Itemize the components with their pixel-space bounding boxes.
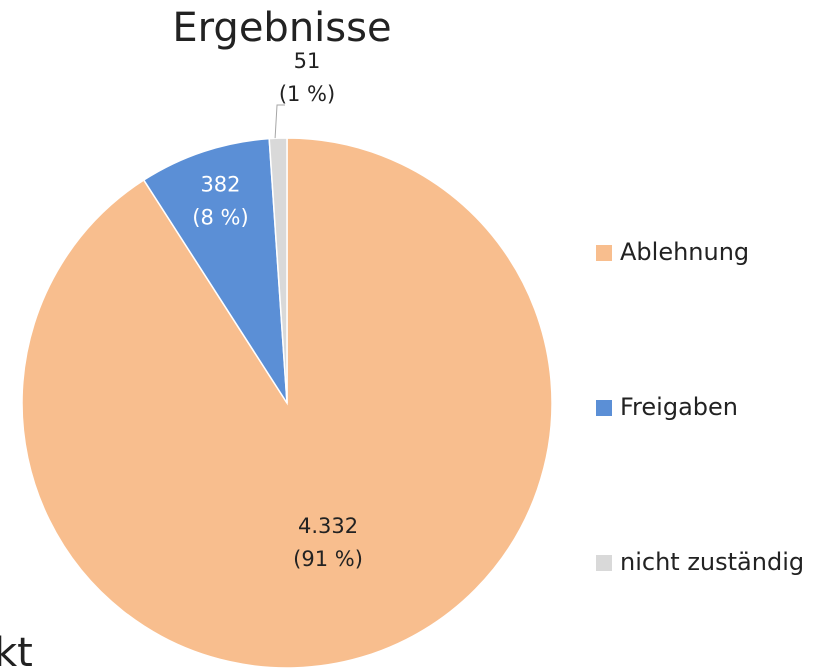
data-label: 51 <box>294 49 321 73</box>
chart-title: Ergebnisse <box>172 5 391 51</box>
legend-swatch <box>596 245 612 261</box>
legend-swatch <box>596 400 612 416</box>
pie-slice <box>142 137 288 404</box>
legend-label: nicht zuständig <box>620 548 804 576</box>
legend-swatch <box>596 555 612 571</box>
legend-label: Freigaben <box>620 393 738 421</box>
percent-label: (1 %) <box>279 82 335 106</box>
percent-label: (91 %) <box>293 547 363 571</box>
data-label: 382 <box>200 173 240 197</box>
data-label: 4.332 <box>298 514 358 538</box>
cropped-text: kt <box>0 630 33 668</box>
pie-slice <box>268 137 288 404</box>
legend-label: Ablehnung <box>620 238 749 266</box>
leader-line <box>274 104 286 139</box>
percent-label: (8 %) <box>192 206 248 230</box>
